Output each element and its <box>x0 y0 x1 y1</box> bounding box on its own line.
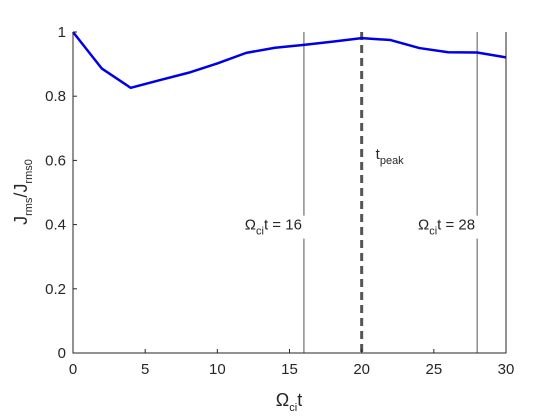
plot-area: Ωcit = 16 tpeak Ωcit = 28 <box>72 31 507 354</box>
vline-label-2: Ωcit = 28 <box>418 217 475 238</box>
y-tick-label-3: 0.6 <box>45 152 66 169</box>
x-axis-label: Ωcit <box>276 390 302 414</box>
y-tick-label-4: 0.8 <box>45 88 66 105</box>
y-axis-label-p1: J <box>11 216 31 225</box>
x-tick-label-5: 25 <box>425 361 442 378</box>
vline-label-bg-0 <box>242 215 306 239</box>
x-tick-label-4: 20 <box>353 361 370 378</box>
y-axis-label-s1: rms <box>23 197 35 216</box>
y-axis-label: Jrms/Jrms0 <box>11 159 35 225</box>
x-axis: 0 5 10 15 20 25 30 <box>69 349 515 378</box>
series-line-0 <box>72 31 507 90</box>
x-tick-label-3: 15 <box>281 361 298 378</box>
y-tick-label-5: 1 <box>58 24 66 41</box>
x-axis-label-main: Ω <box>276 390 289 410</box>
y-tick-label-0: 0 <box>58 345 66 362</box>
y-tick-label-1: 0.2 <box>45 281 66 298</box>
y-tick-label-2: 0.4 <box>45 217 66 234</box>
x-tick-label-6: 30 <box>498 361 515 378</box>
vline-label-bg-2 <box>416 215 480 239</box>
vline-label-0: Ωcit = 16 <box>245 217 302 238</box>
vline-label-1: tpeak <box>376 146 405 167</box>
x-tick-label-1: 5 <box>141 361 149 378</box>
x-tick-label-0: 0 <box>69 361 77 378</box>
x-tick-label-2: 10 <box>209 361 226 378</box>
y-axis: 0 0.2 0.4 0.6 0.8 1 <box>45 24 77 362</box>
x-axis-label-tail: t <box>297 390 302 410</box>
axes-frame <box>72 32 507 354</box>
x-axis-label-sub: ci <box>289 402 297 414</box>
y-axis-label-s2: rms0 <box>23 159 35 183</box>
y-axis-label-p2: /J <box>11 184 31 198</box>
